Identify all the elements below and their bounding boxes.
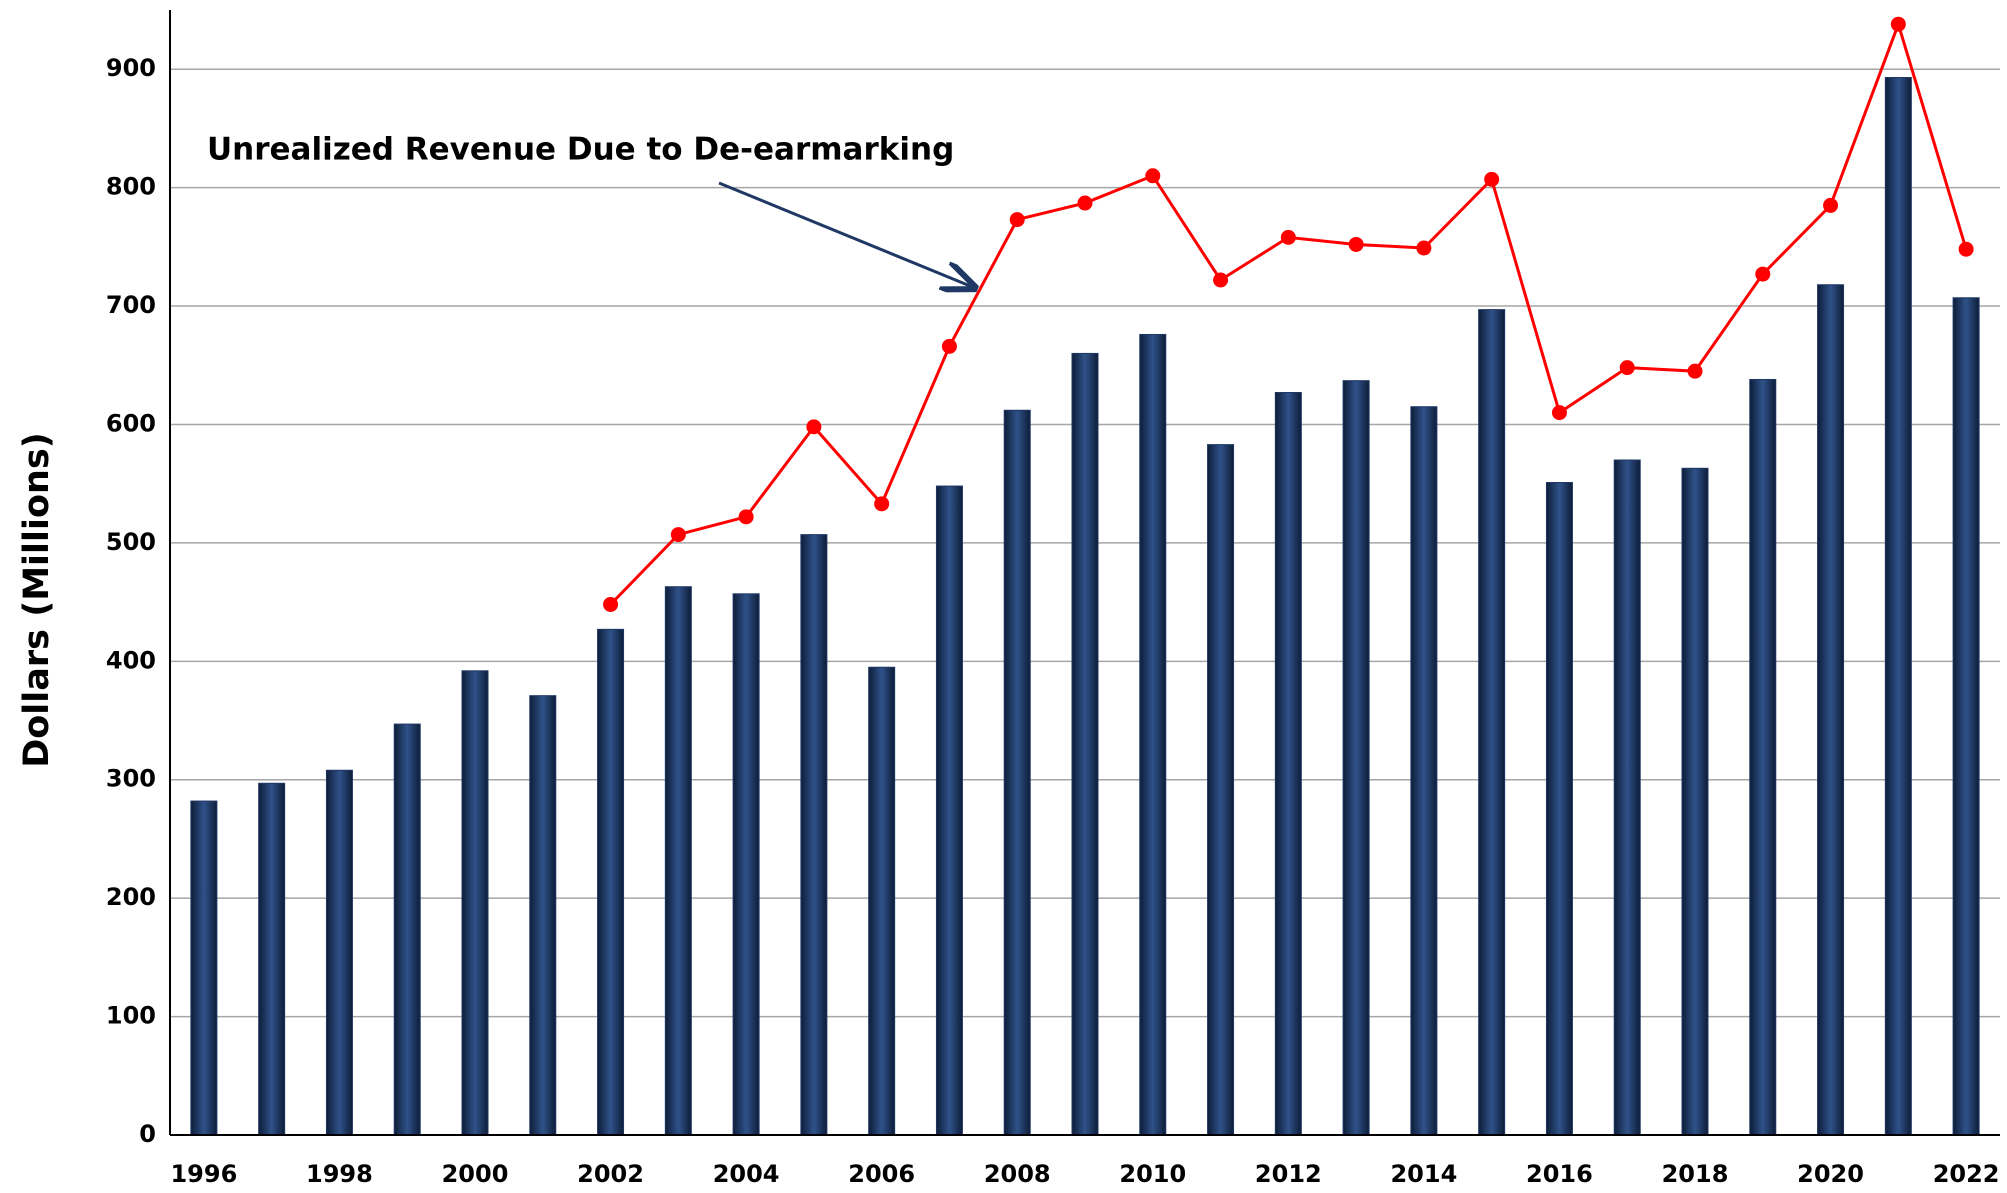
y-tick-label: 0 <box>139 1120 156 1148</box>
line-point <box>1484 171 1500 187</box>
x-tick-label: 2008 <box>984 1160 1051 1188</box>
y-tick-label: 700 <box>106 291 156 319</box>
bar <box>1274 392 1302 1136</box>
y-tick-label: 500 <box>106 528 156 556</box>
bar <box>529 695 557 1136</box>
line-point <box>1551 405 1567 421</box>
line-point <box>1755 266 1771 282</box>
bar <box>732 593 760 1136</box>
line-point <box>1213 272 1229 288</box>
bar <box>1071 352 1099 1136</box>
y-tick-label: 100 <box>106 1002 156 1030</box>
bar <box>1207 444 1235 1136</box>
x-tick-label: 2000 <box>442 1160 509 1188</box>
y-tick-label: 600 <box>106 409 156 437</box>
x-tick-label: 2018 <box>1662 1160 1729 1188</box>
bar <box>1884 77 1912 1136</box>
x-tick-label: 2002 <box>577 1160 644 1188</box>
x-tick-label: 2012 <box>1255 1160 1322 1188</box>
x-tick-label: 2006 <box>848 1160 915 1188</box>
bar <box>1817 284 1845 1136</box>
line-point <box>1416 240 1432 256</box>
line-point <box>1348 236 1364 252</box>
x-tick-label: 2010 <box>1119 1160 1186 1188</box>
y-tick-label: 900 <box>106 54 156 82</box>
line-point <box>1619 360 1635 376</box>
y-tick-label: 300 <box>106 765 156 793</box>
x-tick-label: 2014 <box>1390 1160 1457 1188</box>
bar <box>664 586 692 1136</box>
bar <box>1410 406 1438 1136</box>
line-point <box>603 596 619 612</box>
line-point <box>738 509 754 525</box>
marks <box>190 16 1980 1136</box>
line-point <box>1687 363 1703 379</box>
bar <box>1613 459 1641 1136</box>
bar <box>597 628 625 1136</box>
y-tick-label: 200 <box>106 883 156 911</box>
bar <box>461 670 489 1136</box>
bar <box>1003 409 1031 1136</box>
line-point <box>1009 212 1025 228</box>
annotation: Unrealized Revenue Due to De-earmarking <box>207 132 954 168</box>
bar <box>1545 482 1573 1136</box>
bar <box>1952 297 1980 1136</box>
line-point <box>670 527 686 543</box>
bar <box>325 769 353 1136</box>
x-tick-label: 2016 <box>1526 1160 1593 1188</box>
bar <box>393 723 421 1136</box>
x-tick-label: 1996 <box>170 1160 237 1188</box>
x-tick-label: 1998 <box>306 1160 373 1188</box>
bar <box>1342 380 1370 1136</box>
bar <box>1681 467 1709 1136</box>
bar <box>935 485 963 1136</box>
y-tick-label: 400 <box>106 646 156 674</box>
x-tick-label: 2022 <box>1933 1160 2000 1188</box>
line-point <box>874 496 890 512</box>
line-point <box>1077 195 1093 211</box>
line-point <box>941 338 957 354</box>
bar <box>190 800 218 1136</box>
line-point <box>1890 16 1906 32</box>
line-point <box>806 419 822 435</box>
bar <box>1478 309 1506 1136</box>
line-point <box>1958 241 1974 257</box>
y-tick-label: 800 <box>106 173 156 201</box>
bar <box>868 666 896 1136</box>
x-tick-label: 2020 <box>1797 1160 1864 1188</box>
bar <box>800 534 828 1136</box>
line-point <box>1823 197 1839 213</box>
line-point <box>1280 229 1296 245</box>
x-tick-label: 2004 <box>713 1160 780 1188</box>
annotation-arrow <box>718 181 975 288</box>
bar <box>1139 333 1167 1136</box>
bar <box>1749 378 1777 1136</box>
bar <box>258 782 286 1136</box>
y-axis-label: Dollars (Millions) <box>17 432 57 768</box>
line-point <box>1145 168 1161 184</box>
